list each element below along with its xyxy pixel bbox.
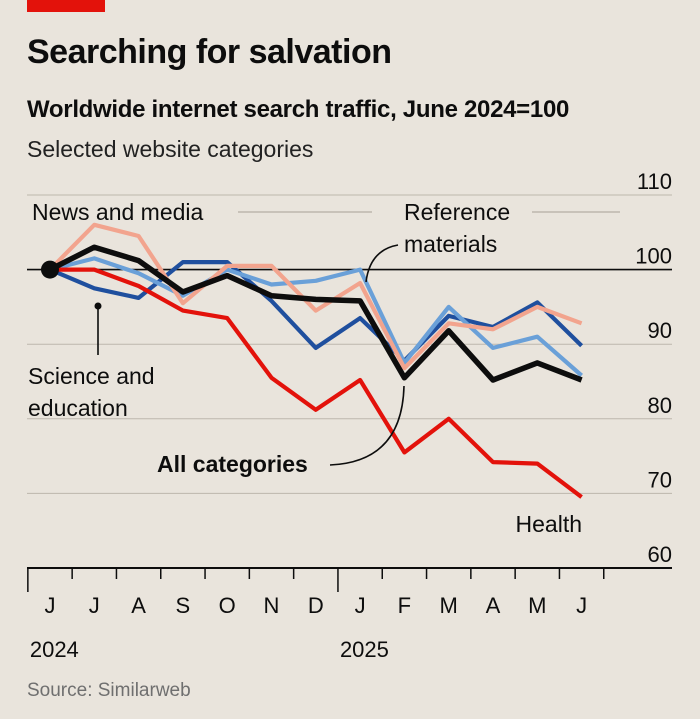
start-point-marker [41,260,59,279]
chart-title: Searching for salvation [27,33,392,71]
pointer-all-categories [329,385,405,466]
source-note: Source: Similarweb [27,680,191,701]
x-tick-label: J [576,593,587,618]
accent-bar [27,0,105,12]
x-tick-label: J [355,593,366,618]
series-line-reference_materials [49,256,583,378]
annotation-health: Health [516,511,582,537]
y-tick-label-110: 110 [637,169,672,194]
pointer-reference-materials [365,244,399,283]
x-tick-label: M [440,593,458,618]
y-tick-label-70: 70 [648,467,672,492]
series-line-all_categories [48,244,583,383]
y-tick-label-60: 60 [648,542,672,567]
annotation-science-and-education: education [28,395,128,421]
x-tick-label: J [89,593,100,618]
x-tick-label: A [486,593,501,618]
y-tick-label-100: 100 [635,244,672,269]
chart-description: Selected website categories [27,136,314,162]
year-label-2024: 2024 [30,637,79,662]
y-tick-label-80: 80 [648,393,672,418]
annotation-news-and-media: News and media [32,199,204,225]
chart-subtitle: Worldwide internet search traffic, June … [27,96,570,123]
series-line-science_and_education [48,222,583,371]
annotation-reference-materials: Reference [404,199,510,225]
annotation-reference-materials: materials [404,231,497,257]
y-tick-label-90: 90 [648,318,672,343]
series-line-health [50,267,583,499]
x-tick-label: F [398,593,411,618]
x-tick-label: S [176,593,191,618]
x-tick-label: J [45,593,56,618]
year-label-2025: 2025 [340,637,389,662]
x-tick-label: D [308,593,324,618]
x-tick-label: N [264,593,280,618]
x-tick-label: M [528,593,546,618]
annotation-all-categories: All categories [157,451,308,477]
x-tick-label: O [219,593,236,618]
x-tick-label: A [131,593,146,618]
annotation-science-and-education: Science and [28,363,155,389]
pointer-dot-science-education [94,302,102,310]
